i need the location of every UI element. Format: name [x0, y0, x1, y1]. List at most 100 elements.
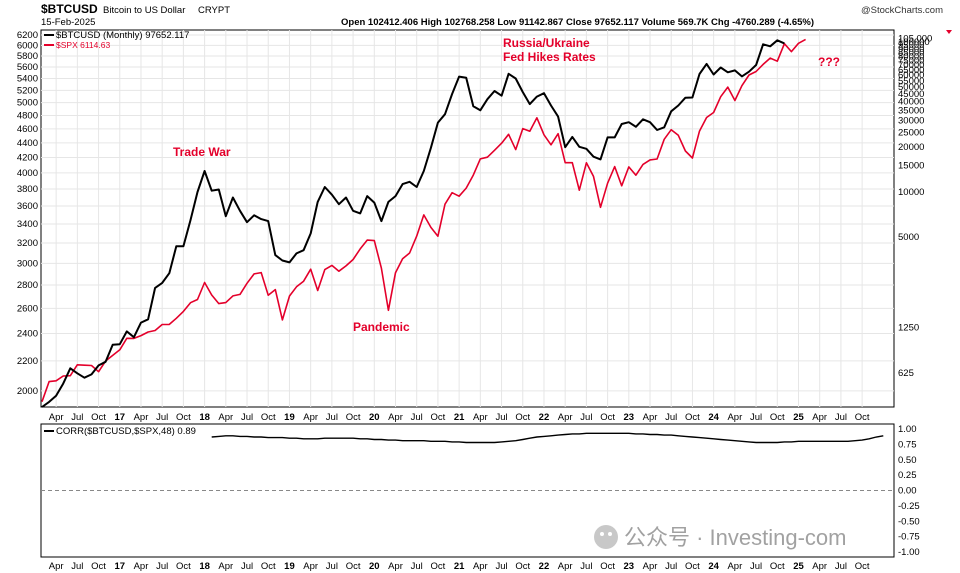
x-tick-label: 19: [284, 412, 295, 423]
left-tick-label: 6200: [17, 30, 38, 41]
right-tick-label: 25000: [898, 127, 924, 138]
x-tick-label: Apr: [49, 412, 64, 423]
left-tick-label: 2800: [17, 280, 38, 291]
left-axis: 2000 2200 2400 2600 2800 3000 3200 3400 3600 3800…: [17, 30, 38, 397]
right-tick-label: 65000: [898, 65, 924, 76]
left-tick-label: 5600: [17, 62, 38, 73]
legend-corr-label: CORR($BTCUSD,$SPX,48) 0.89: [56, 426, 196, 437]
correlation-tick-label: -0.25: [898, 501, 920, 512]
right-tick-label: 60000: [898, 70, 924, 81]
annotation-question: ???: [818, 55, 840, 69]
x-tick-label: Apr: [134, 412, 149, 423]
x-tick-label: Apr: [812, 561, 827, 572]
x-tick-label: Apr: [643, 412, 658, 423]
x-tick-label: Oct: [431, 412, 446, 423]
correlation-axis: 1.00 0.75 0.50 0.25 0.00 -0.25 -0.50 -0.75 -1.00: [898, 424, 920, 558]
right-tick-label: 40000: [898, 97, 924, 108]
left-tick-label: 2400: [17, 329, 38, 340]
right-tick-label: 10000: [898, 187, 924, 198]
x-tick-label: 22: [539, 412, 550, 423]
x-tick-label: Apr: [473, 561, 488, 572]
left-tick-label: 3000: [17, 258, 38, 269]
left-tick-label: 6000: [17, 40, 38, 51]
right-tick-label: 85000: [898, 47, 924, 58]
x-tick-label: Jul: [71, 561, 83, 572]
x-tick-label: Jul: [241, 561, 253, 572]
main-grid: [41, 30, 894, 407]
left-tick-label: 4000: [17, 168, 38, 179]
x-tick-label: Apr: [727, 412, 742, 423]
x-tick-label: Apr: [303, 412, 318, 423]
x-tick-label: Jul: [326, 412, 338, 423]
right-tick-label: 95000: [898, 40, 924, 51]
x-tick-label: Oct: [346, 561, 361, 572]
x-tick-label: Oct: [176, 561, 191, 572]
x-tick-label: Jul: [580, 412, 592, 423]
watermark-text: 公众号 · Investing-com: [624, 525, 847, 550]
x-tick-label: 20: [369, 561, 380, 572]
x-tick-label: Jul: [495, 412, 507, 423]
x-tick-label: Jul: [326, 561, 338, 572]
x-tick-label: Jul: [411, 412, 423, 423]
down-arrow-icon: [946, 30, 952, 34]
x-tick-label: Jul: [411, 561, 423, 572]
right-tick-label: 55000: [898, 76, 924, 87]
right-tick-label: 90000: [898, 44, 924, 55]
x-tick-label: Apr: [388, 412, 403, 423]
annotation-fed-hikes: Fed Hikes Rates: [503, 50, 596, 64]
left-tick-label: 2200: [17, 356, 38, 367]
right-tick-label: 75000: [898, 56, 924, 67]
right-tick-label: 1250: [898, 323, 919, 334]
x-tick-label: 24: [708, 561, 719, 572]
x-tick-label: Jul: [156, 412, 168, 423]
correlation-series-line: [211, 432, 884, 444]
x-tick-label: Oct: [176, 412, 191, 423]
x-tick-label: Oct: [431, 561, 446, 572]
watermark: 公众号 · Investing-com: [594, 525, 847, 550]
left-tick-label: 5400: [17, 73, 38, 84]
x-tick-label: Jul: [665, 412, 677, 423]
x-tick-label: 24: [708, 412, 719, 423]
x-tick-label: Apr: [643, 561, 658, 572]
right-tick-label: 70000: [898, 60, 924, 71]
chart-source: @StockCharts.com: [861, 5, 943, 16]
x-tick-label: Oct: [770, 561, 785, 572]
right-tick-label: 20000: [898, 142, 924, 153]
x-tick-label: Jul: [71, 412, 83, 423]
btc-series-line: [41, 39, 785, 408]
correlation-tick-label: 0.25: [898, 470, 917, 481]
annotation-russia-ukraine: Russia/Ukraine: [503, 36, 590, 50]
left-tick-label: 4400: [17, 138, 38, 149]
right-tick-label: 5000: [898, 232, 919, 243]
x-tick-label: Apr: [134, 561, 149, 572]
x-tick-label: 23: [624, 412, 635, 423]
correlation-tick-label: -0.75: [898, 532, 920, 543]
x-tick-label: Apr: [558, 412, 573, 423]
right-axis: 625 1250 5000 10000 15000 20000 25000300003500…: [898, 34, 932, 379]
right-tick-label: 35000: [898, 105, 924, 116]
wechat-icon: [594, 525, 618, 549]
legend-spx-label: $SPX 6114.63: [56, 40, 110, 50]
x-tick-label: Apr: [812, 412, 827, 423]
x-tick-label: Apr: [727, 561, 742, 572]
x-tick-label: 25: [793, 412, 804, 423]
x-tick-label: 22: [539, 561, 550, 572]
x-tick-label: Oct: [515, 412, 530, 423]
left-tick-label: 3200: [17, 238, 38, 249]
left-tick-label: 2000: [17, 386, 38, 397]
right-tick-label: 30000: [898, 115, 924, 126]
x-tick-label: Apr: [218, 561, 233, 572]
left-tick-label: 2600: [17, 303, 38, 314]
x-tick-label: Jul: [750, 412, 762, 423]
x-tick-label: 17: [114, 412, 125, 423]
x-tick-label: Jul: [835, 412, 847, 423]
series-layer: [41, 38, 806, 408]
x-tick-label: Apr: [388, 561, 403, 572]
annotation-pandemic: Pandemic: [353, 320, 410, 334]
chart-instrument-name: Bitcoin to US Dollar: [103, 5, 185, 16]
x-tick-label: Oct: [515, 561, 530, 572]
x-tick-label: Jul: [580, 561, 592, 572]
x-axis-main: Apr Jul Oct 17 Apr Jul Oct 18 Apr Jul Oct 19 Apr Jul O…: [49, 412, 870, 423]
x-tick-label: Apr: [218, 412, 233, 423]
